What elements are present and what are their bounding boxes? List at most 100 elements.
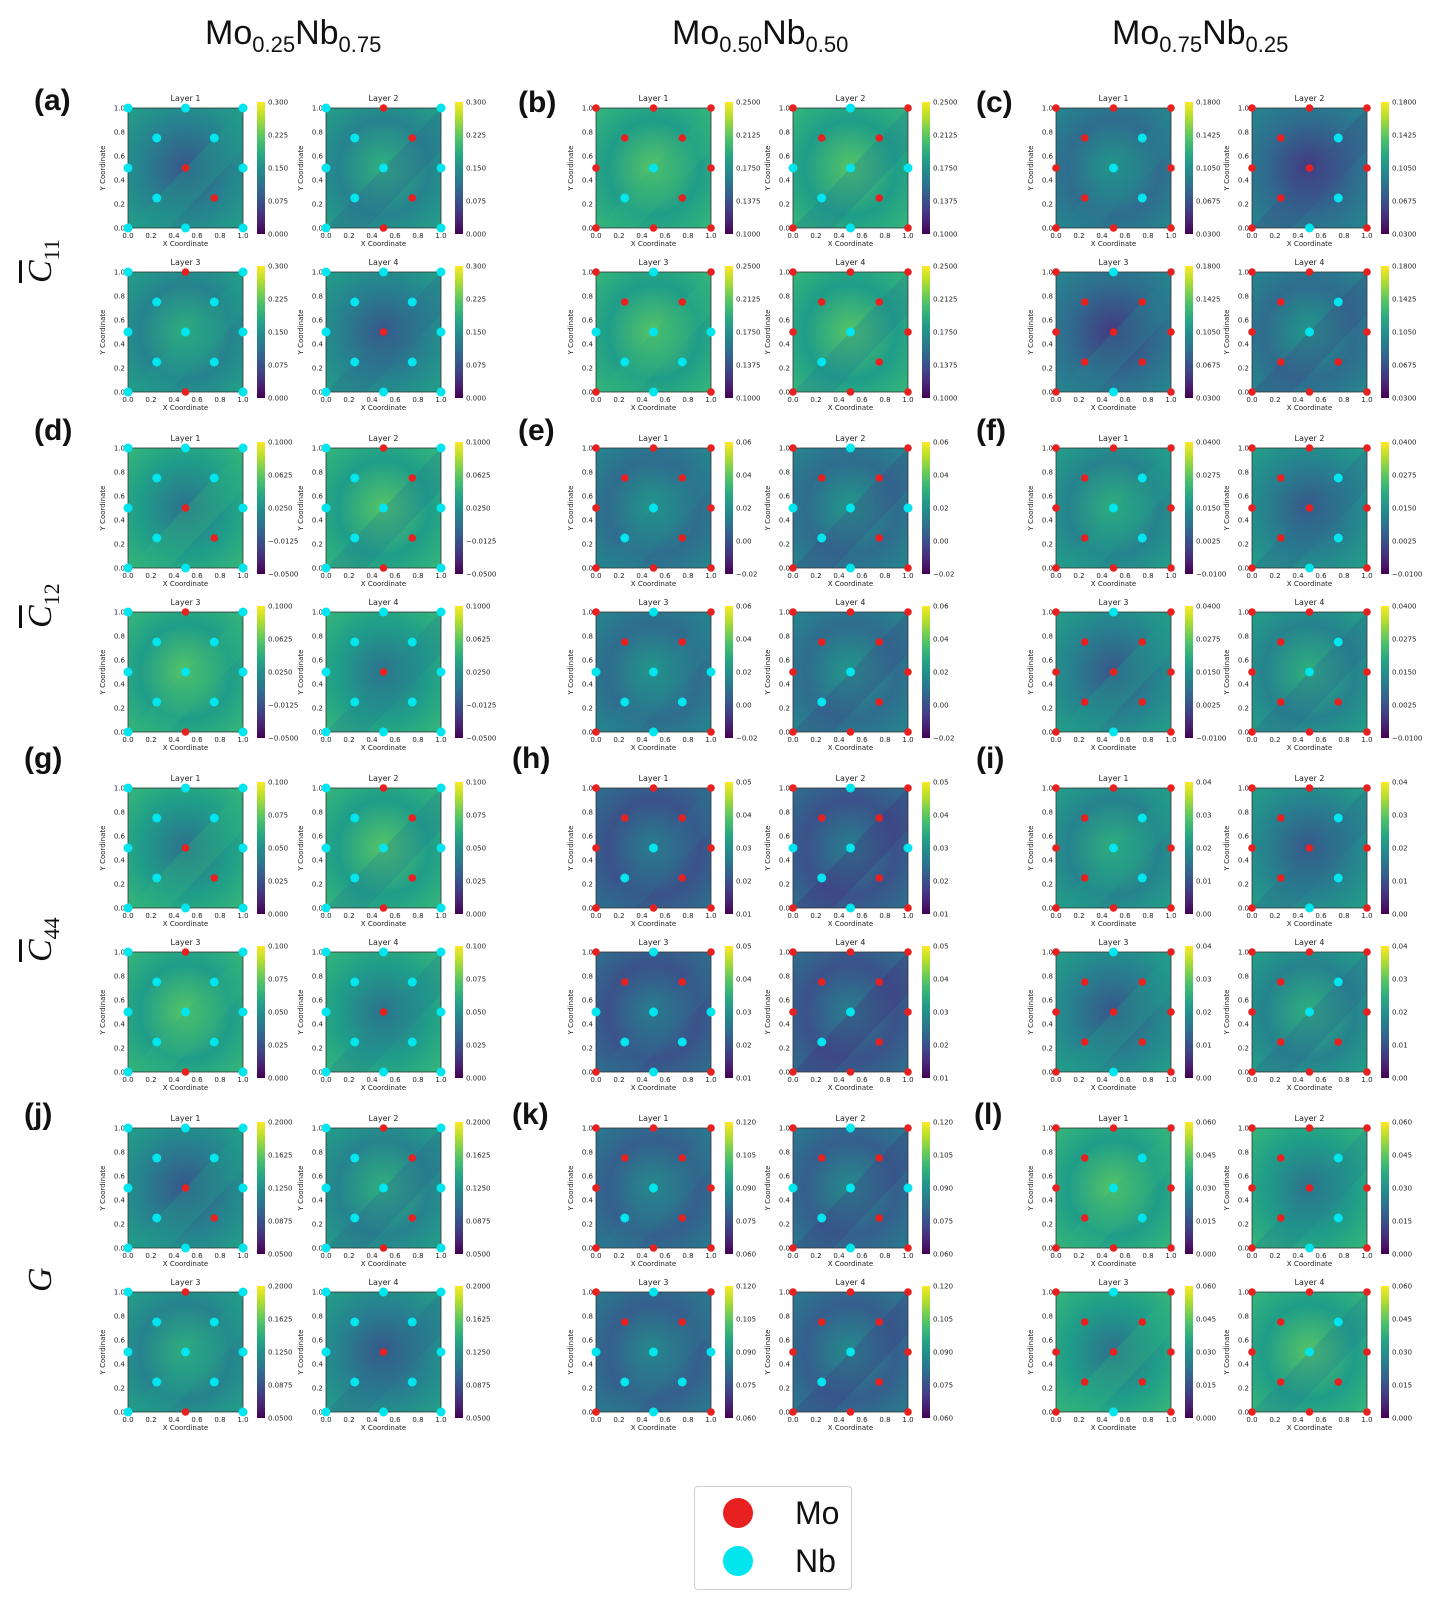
nb-atom [321,1183,331,1193]
y-tick-label: 1.0 [582,105,593,113]
x-axis-label: X Coordinate [1287,1260,1332,1268]
x-tick-label: 0.4 [168,1416,180,1424]
x-axis-label: X Coordinate [631,1424,676,1432]
x-tick-label: 0.0 [590,736,601,744]
colorbar-tick-label: 0.02 [736,1042,752,1050]
y-tick-label: 0.6 [1042,833,1054,841]
y-tick-label: 0.0 [312,729,323,737]
colorbar [1185,1286,1193,1418]
nb-atom [1137,1213,1147,1223]
x-axis-label: X Coordinate [361,920,406,928]
layer-plot: Layer 30.00.00.20.20.40.40.60.60.80.81.0… [567,1278,756,1432]
colorbar-tick-label: 0.050 [466,845,486,853]
layer-plot: Layer 30.00.00.20.20.40.40.60.60.80.81.0… [99,598,298,752]
y-tick-label: 1.0 [1238,609,1249,617]
nb-atom [123,387,133,397]
colorbar-tick-label: 0.075 [268,976,288,984]
nb-atom [181,1243,190,1253]
nb-atom [379,947,388,957]
colorbar-tick-label: 0.0300 [1392,231,1417,239]
nb-atom [591,1347,601,1357]
layer-title: Layer 1 [639,94,669,103]
x-tick-label: 1.0 [902,1416,913,1424]
x-tick-label: 0.6 [856,572,868,580]
y-tick-label: 0.2 [582,365,593,373]
mo-atom [875,874,884,882]
y-tick-label: 0.8 [582,129,593,137]
y-tick-label: 1.0 [1238,785,1249,793]
mo-atom [1248,1184,1256,1192]
mo-atom [1363,268,1371,276]
x-tick-label: 0.0 [1050,736,1061,744]
y-tick-label: 0.8 [779,1149,790,1157]
colorbar-tick-label: 0.01 [1196,878,1212,886]
layer-title: Layer 1 [171,434,201,443]
x-tick-label: 1.0 [1361,736,1372,744]
x-tick-label: 0.2 [1073,572,1084,580]
x-tick-label: 0.8 [1338,1076,1349,1084]
x-tick-label: 0.2 [1073,232,1084,240]
x-axis-label: X Coordinate [361,240,406,248]
mo-atom [678,1214,687,1222]
colorbar-tick-label: 0.0400 [1196,439,1221,447]
y-tick-label: 0.6 [312,1337,324,1345]
y-tick-label: 0.0 [1238,729,1249,737]
colorbar-tick-label: 0.0675 [1392,362,1417,370]
mo-atom [904,1068,912,1076]
y-axis-label: Y Coordinate [99,990,107,1036]
layer-plot: Layer 10.00.00.20.20.40.40.60.60.80.81.0… [99,94,288,248]
y-axis-label: Y Coordinate [1223,990,1231,1036]
nb-atom [238,1407,248,1417]
y-axis-label: Y Coordinate [99,310,107,356]
y-axis-label: Y Coordinate [1223,826,1231,872]
x-tick-label: 0.6 [1315,1252,1327,1260]
colorbar-tick-label: 0.150 [268,329,288,337]
nb-atom [350,1037,360,1047]
x-tick-label: 0.8 [412,1416,423,1424]
x-tick-label: 0.4 [366,1416,378,1424]
mo-atom [181,1068,190,1076]
x-tick-label: 0.4 [168,232,180,240]
colorbar-tick-label: −0.0125 [268,538,298,546]
nb-atom [846,1123,855,1133]
colorbar-tick-label: 0.0875 [268,1218,293,1226]
y-tick-label: 0.4 [779,1197,791,1205]
mo-atom [592,1184,600,1192]
colorbar-tick-label: 0.225 [466,296,486,304]
nb-atom [1305,667,1314,677]
mo-atom [1305,948,1314,956]
colorbar-tick-label: 0.1375 [736,362,761,370]
mo-atom [1109,224,1118,232]
y-tick-label: 1.0 [312,1289,323,1297]
mo-atom [789,1068,797,1076]
x-tick-label: 0.2 [613,736,624,744]
mo-atom [379,1244,388,1252]
y-tick-label: 1.0 [779,1125,790,1133]
mo-atom [1363,1288,1371,1296]
mo-atom [592,948,600,956]
colorbar-tick-label: 0.000 [466,231,486,239]
nb-atom [321,387,331,397]
nb-atom [1137,873,1147,883]
colorbar-tick-label: −0.02 [736,571,757,579]
x-tick-label: 1.0 [902,736,913,744]
nb-atom [238,1183,248,1193]
x-tick-label: 0.6 [659,736,671,744]
y-tick-label: 0.4 [1238,341,1250,349]
mo-atom [1363,608,1371,616]
y-tick-label: 0.8 [779,469,790,477]
y-tick-label: 0.2 [582,1221,593,1229]
x-tick-label: 0.0 [590,1416,601,1424]
y-axis-label: Y Coordinate [764,146,772,192]
mo-atom [707,268,715,276]
mo-atom [1052,104,1060,112]
x-tick-label: 0.6 [389,912,401,920]
layer-plot: Layer 20.00.00.20.20.40.40.60.60.80.81.0… [1223,774,1408,928]
colorbar-tick-label: 0.045 [1196,1316,1216,1324]
y-tick-label: 0.0 [312,1069,323,1077]
colorbar-tick-label: 0.1050 [1196,329,1221,337]
y-tick-label: 0.8 [312,469,323,477]
y-tick-label: 0.8 [779,633,790,641]
x-tick-label: 1.0 [435,1416,446,1424]
y-tick-label: 1.0 [312,949,323,957]
